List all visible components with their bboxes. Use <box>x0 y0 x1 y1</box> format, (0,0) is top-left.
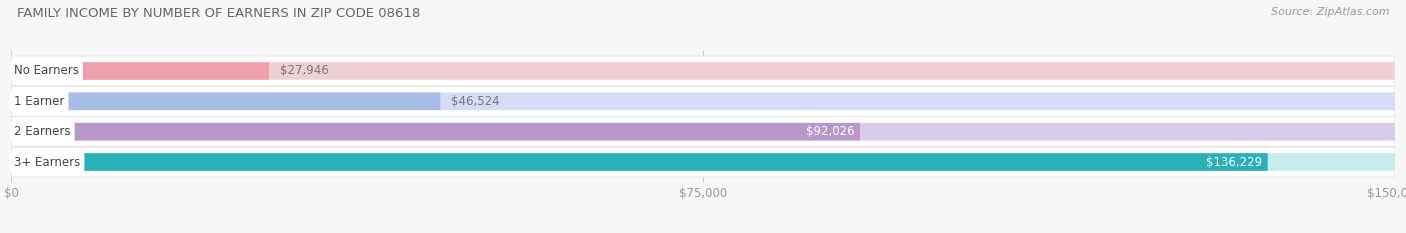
Text: $92,026: $92,026 <box>806 125 855 138</box>
FancyBboxPatch shape <box>11 62 269 80</box>
Text: $136,229: $136,229 <box>1206 155 1263 168</box>
FancyBboxPatch shape <box>11 86 1395 116</box>
Text: FAMILY INCOME BY NUMBER OF EARNERS IN ZIP CODE 08618: FAMILY INCOME BY NUMBER OF EARNERS IN ZI… <box>17 7 420 20</box>
FancyBboxPatch shape <box>11 56 1395 86</box>
FancyBboxPatch shape <box>11 153 1268 171</box>
FancyBboxPatch shape <box>11 62 1395 80</box>
FancyBboxPatch shape <box>11 123 1395 140</box>
FancyBboxPatch shape <box>11 93 1395 110</box>
FancyBboxPatch shape <box>11 123 860 140</box>
FancyBboxPatch shape <box>11 147 1395 177</box>
Text: 3+ Earners: 3+ Earners <box>14 155 80 168</box>
Text: $27,946: $27,946 <box>280 65 329 78</box>
Text: 1 Earner: 1 Earner <box>14 95 65 108</box>
Text: 2 Earners: 2 Earners <box>14 125 70 138</box>
FancyBboxPatch shape <box>11 153 1395 171</box>
FancyBboxPatch shape <box>11 93 440 110</box>
Text: No Earners: No Earners <box>14 65 79 78</box>
Text: Source: ZipAtlas.com: Source: ZipAtlas.com <box>1271 7 1389 17</box>
FancyBboxPatch shape <box>11 117 1395 147</box>
Text: $46,524: $46,524 <box>451 95 501 108</box>
